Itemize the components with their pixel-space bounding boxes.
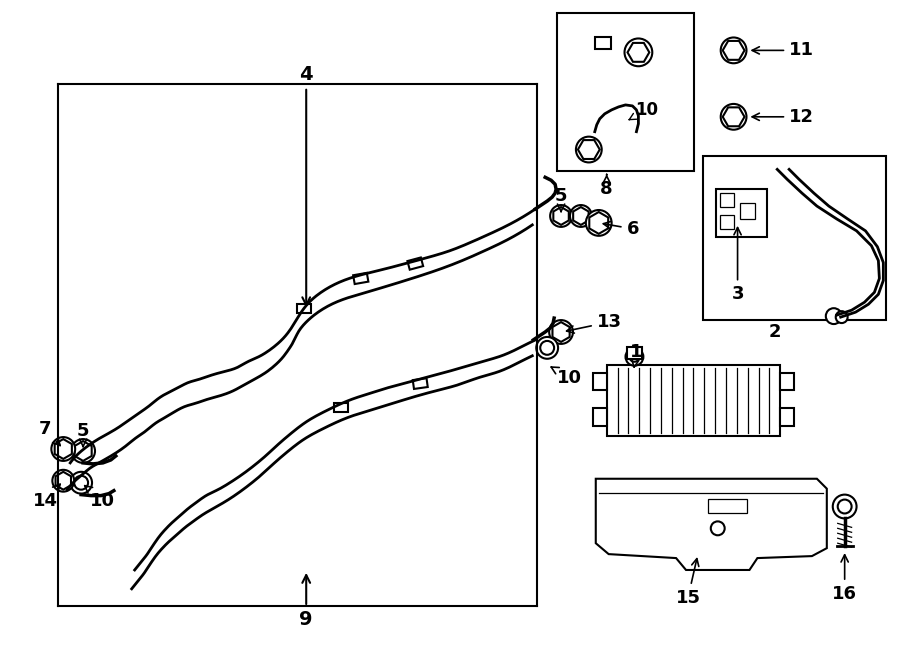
Circle shape xyxy=(832,495,857,518)
Circle shape xyxy=(536,337,558,359)
Circle shape xyxy=(626,348,644,365)
Circle shape xyxy=(625,38,652,66)
Polygon shape xyxy=(56,472,71,490)
Text: 14: 14 xyxy=(33,484,60,510)
Text: 8: 8 xyxy=(600,175,613,198)
Text: 2: 2 xyxy=(769,323,781,341)
Bar xyxy=(780,373,794,391)
Polygon shape xyxy=(627,43,649,62)
Circle shape xyxy=(826,308,842,324)
Polygon shape xyxy=(578,140,599,159)
Text: 9: 9 xyxy=(300,575,313,629)
Polygon shape xyxy=(590,212,608,234)
Polygon shape xyxy=(353,273,368,284)
Text: 11: 11 xyxy=(752,41,814,60)
Text: 3: 3 xyxy=(732,228,743,303)
Text: 5: 5 xyxy=(554,187,567,212)
Bar xyxy=(740,203,755,219)
Circle shape xyxy=(721,104,746,130)
Bar xyxy=(720,215,733,229)
Circle shape xyxy=(711,522,724,536)
Circle shape xyxy=(71,439,95,463)
Bar xyxy=(557,13,694,171)
Text: 15: 15 xyxy=(676,559,700,607)
Text: 16: 16 xyxy=(832,555,857,603)
Polygon shape xyxy=(723,41,744,60)
Circle shape xyxy=(721,38,746,64)
Bar xyxy=(626,347,643,359)
Text: 4: 4 xyxy=(300,65,313,305)
Polygon shape xyxy=(554,207,569,225)
Bar xyxy=(607,365,780,436)
Bar xyxy=(703,156,886,320)
Polygon shape xyxy=(297,304,311,312)
Text: 5: 5 xyxy=(76,422,89,447)
Polygon shape xyxy=(413,378,428,389)
Bar xyxy=(593,373,607,391)
Circle shape xyxy=(70,472,92,494)
Polygon shape xyxy=(596,479,827,570)
Circle shape xyxy=(52,470,74,492)
Circle shape xyxy=(550,205,572,227)
Bar xyxy=(707,498,748,514)
Bar xyxy=(720,193,733,207)
Text: 7: 7 xyxy=(40,420,60,446)
Text: 10: 10 xyxy=(629,101,658,120)
Polygon shape xyxy=(75,441,92,461)
Bar xyxy=(593,408,607,426)
Polygon shape xyxy=(408,258,423,269)
Bar xyxy=(780,408,794,426)
Polygon shape xyxy=(553,322,570,342)
Polygon shape xyxy=(723,107,744,126)
Polygon shape xyxy=(334,403,348,412)
Text: 10: 10 xyxy=(85,486,115,510)
Text: 13: 13 xyxy=(567,313,622,333)
Text: 1: 1 xyxy=(630,343,643,367)
Circle shape xyxy=(836,311,848,323)
Circle shape xyxy=(576,136,602,162)
Polygon shape xyxy=(55,439,72,459)
Text: 12: 12 xyxy=(752,108,814,126)
Circle shape xyxy=(586,210,612,236)
Bar xyxy=(716,189,768,237)
Polygon shape xyxy=(573,207,589,225)
Text: 10: 10 xyxy=(551,367,582,387)
Bar xyxy=(595,38,610,50)
Circle shape xyxy=(549,320,573,344)
Text: 6: 6 xyxy=(603,220,639,238)
Circle shape xyxy=(570,205,592,227)
Circle shape xyxy=(51,437,76,461)
